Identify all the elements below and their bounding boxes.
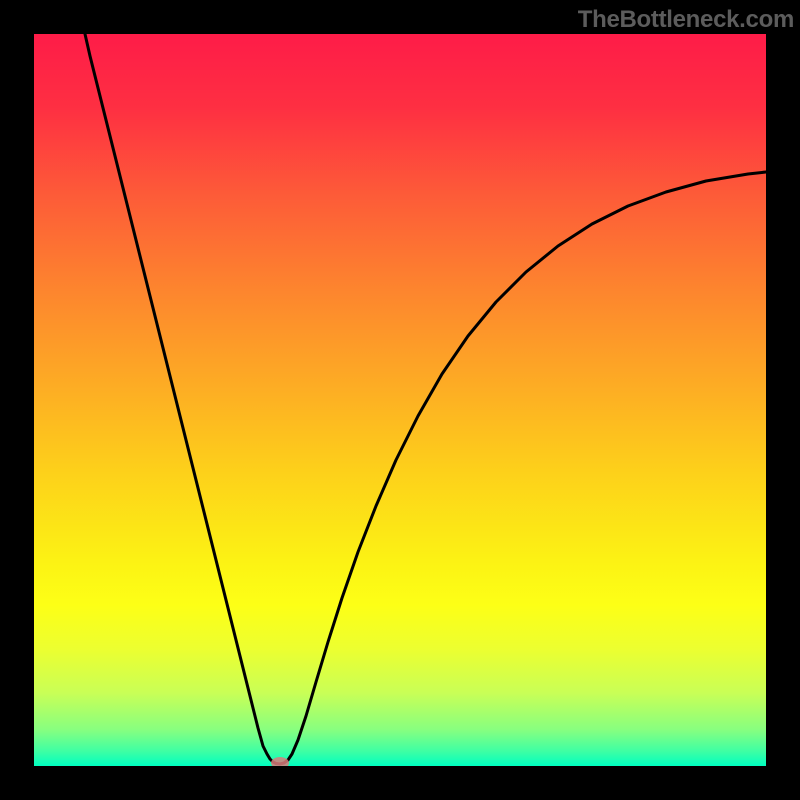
chart-plot-area xyxy=(34,34,766,766)
chart-svg xyxy=(34,34,766,766)
chart-background xyxy=(34,34,766,766)
watermark-text: TheBottleneck.com xyxy=(578,6,794,34)
